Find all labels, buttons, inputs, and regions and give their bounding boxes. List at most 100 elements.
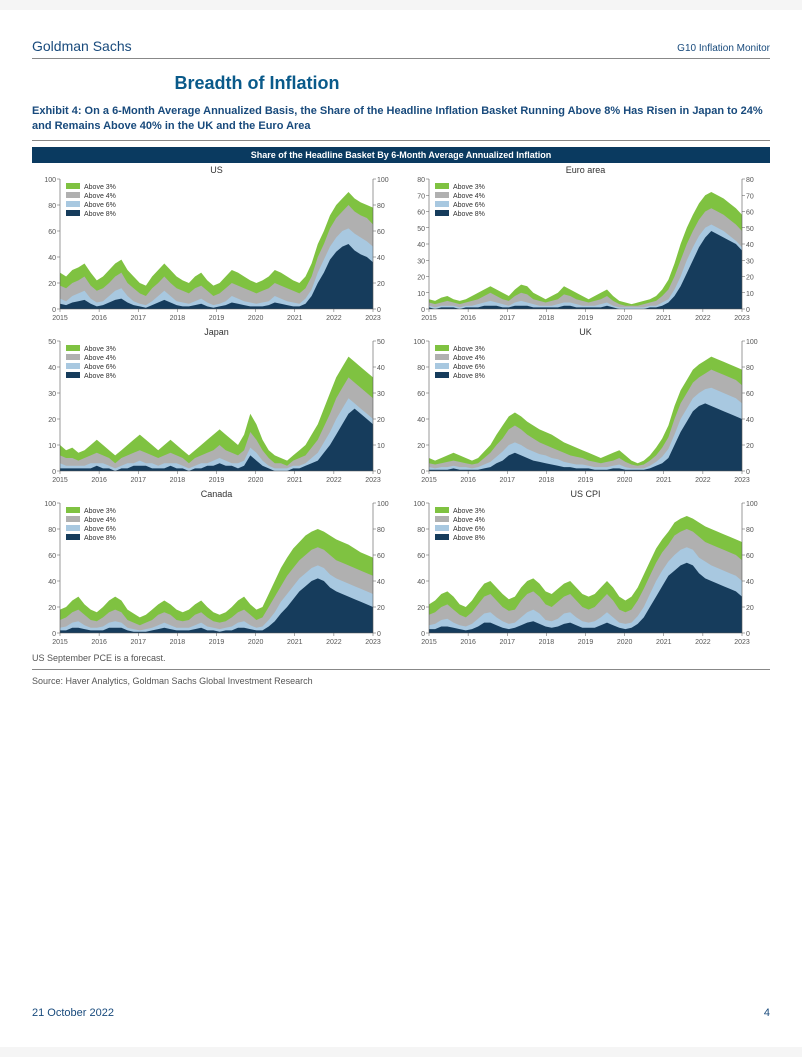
chart-title: US [210, 165, 223, 175]
legend-label: Above 3% [84, 508, 116, 515]
legend-swatch [66, 183, 80, 189]
ytick-label: 20 [417, 605, 425, 612]
xtick-label: 2017 [499, 315, 515, 322]
xtick-label: 2019 [209, 477, 225, 484]
xtick-label: 2021 [656, 477, 672, 484]
ytick-label-r: 60 [746, 391, 754, 398]
legend-label: Above 3% [453, 184, 485, 191]
xtick-label: 2018 [170, 639, 186, 646]
xtick-label: 2017 [130, 639, 146, 646]
xtick-label: 2019 [209, 639, 225, 646]
xtick-label: 2020 [248, 477, 264, 484]
legend-label: Above 3% [84, 184, 116, 191]
ytick-label: 50 [48, 339, 56, 346]
ytick-label-r: 30 [377, 391, 385, 398]
xtick-label: 2022 [695, 639, 711, 646]
ytick-label-r: 80 [746, 177, 754, 184]
legend-swatch [66, 210, 80, 216]
xtick-label: 2021 [656, 639, 672, 646]
ytick-label-r: 60 [746, 553, 754, 560]
ytick-label: 30 [48, 391, 56, 398]
legend-label: Above 4% [453, 517, 485, 524]
ytick-label-r: 100 [377, 501, 389, 508]
xtick-label: 2017 [499, 639, 515, 646]
legend-label: Above 8% [84, 535, 116, 542]
legend-swatch [66, 507, 80, 513]
chart-title: UK [579, 327, 592, 337]
ytick-label: 20 [48, 281, 56, 288]
ytick-label: 100 [44, 177, 56, 184]
xtick-label: 2020 [617, 315, 633, 322]
legend-swatch [435, 525, 449, 531]
xtick-label: 2023 [365, 315, 381, 322]
ytick-label-r: 80 [377, 527, 385, 534]
xtick-label: 2020 [248, 639, 264, 646]
ytick-label-r: 40 [377, 579, 385, 586]
xtick-label: 2018 [170, 315, 186, 322]
chart-cell: UK00202040406060808010010020152016201720… [401, 325, 770, 487]
ytick-label: 10 [48, 443, 56, 450]
page-footer: 21 October 2022 4 [32, 1007, 770, 1019]
legend-swatch [435, 201, 449, 207]
ytick-label: 60 [417, 391, 425, 398]
ytick-label-r: 50 [377, 339, 385, 346]
ytick-label: 100 [413, 501, 425, 508]
ytick-label-r: 40 [746, 417, 754, 424]
xtick-label: 2015 [421, 477, 437, 484]
ytick-label: 50 [417, 225, 425, 232]
ytick-label-r: 20 [746, 274, 754, 281]
ytick-label-r: 0 [377, 307, 381, 314]
ytick-label: 0 [421, 307, 425, 314]
ytick-label-r: 70 [746, 193, 754, 200]
section-title: Breadth of Inflation [132, 73, 382, 94]
ytick-label-r: 20 [377, 281, 385, 288]
xtick-label: 2023 [734, 477, 750, 484]
legend-swatch [435, 363, 449, 369]
legend-label: Above 8% [453, 373, 485, 380]
ytick-label-r: 0 [377, 631, 381, 638]
page: Goldman Sachs G10 Inflation Monitor Brea… [0, 10, 802, 1047]
legend-label: Above 8% [84, 211, 116, 218]
legend-label: Above 4% [453, 355, 485, 362]
ytick-label: 100 [44, 501, 56, 508]
xtick-label: 2023 [734, 315, 750, 322]
legend-swatch [66, 192, 80, 198]
legend-swatch [66, 516, 80, 522]
chart-2: Japan00101020203030404050502015201620172… [32, 325, 401, 487]
ytick-label: 100 [413, 339, 425, 346]
ytick-label-r: 100 [746, 339, 758, 346]
footer-date: 21 October 2022 [32, 1007, 114, 1019]
ytick-label: 40 [48, 579, 56, 586]
chart-title: US CPI [570, 489, 600, 499]
chart-0: US00202040406060808010010020152016201720… [32, 163, 401, 325]
xtick-label: 2016 [91, 477, 107, 484]
chart-cell: Canada0020204040606080801001002015201620… [32, 487, 401, 649]
ytick-label: 60 [417, 209, 425, 216]
ytick-label: 0 [52, 307, 56, 314]
xtick-label: 2022 [326, 315, 342, 322]
footnote: US September PCE is a forecast. [32, 653, 770, 663]
xtick-label: 2022 [326, 477, 342, 484]
ytick-label: 40 [48, 365, 56, 372]
legend-swatch [66, 201, 80, 207]
xtick-label: 2020 [617, 477, 633, 484]
ytick-label-r: 60 [377, 553, 385, 560]
legend-swatch [435, 507, 449, 513]
xtick-label: 2021 [287, 639, 303, 646]
xtick-label: 2019 [578, 477, 594, 484]
ytick-label: 0 [421, 469, 425, 476]
ytick-label: 20 [417, 443, 425, 450]
legend-swatch [66, 363, 80, 369]
ytick-label: 60 [48, 229, 56, 236]
ytick-label-r: 40 [746, 242, 754, 249]
xtick-label: 2018 [539, 639, 555, 646]
legend-swatch [435, 183, 449, 189]
xtick-label: 2019 [578, 639, 594, 646]
legend-swatch [66, 345, 80, 351]
xtick-label: 2019 [578, 315, 594, 322]
ytick-label: 70 [417, 193, 425, 200]
legend-label: Above 4% [84, 517, 116, 524]
ytick-label: 20 [417, 274, 425, 281]
ytick-label-r: 20 [377, 605, 385, 612]
xtick-label: 2017 [499, 477, 515, 484]
